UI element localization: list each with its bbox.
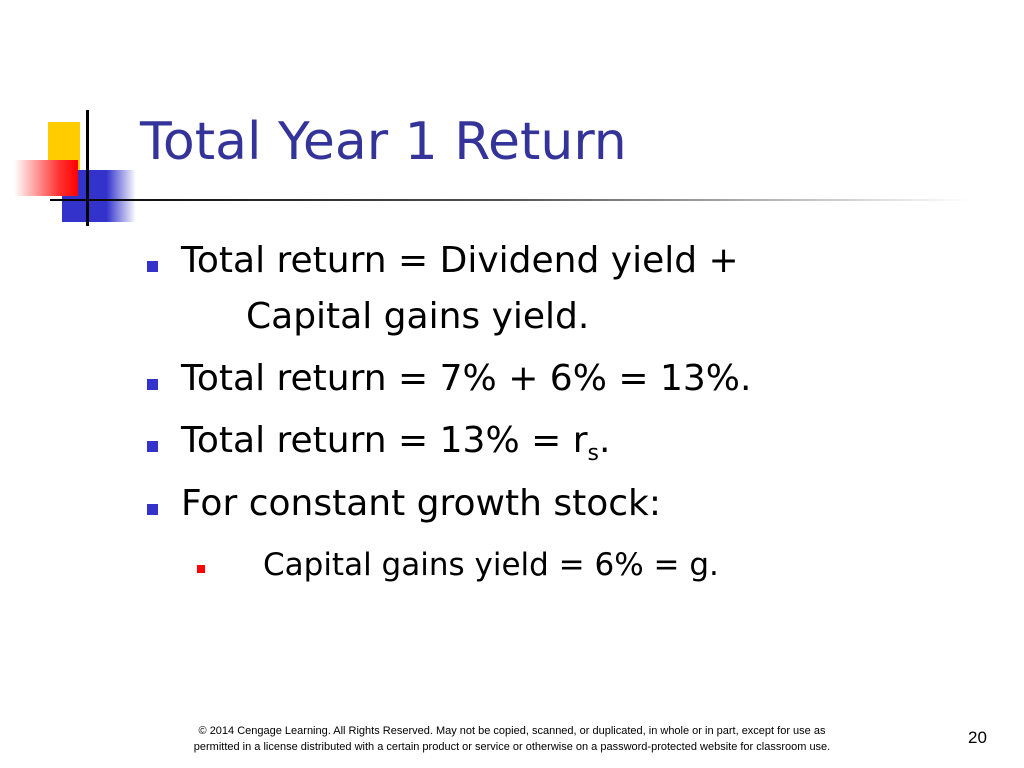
- bullet-marker: [147, 261, 158, 272]
- title-decoration: [14, 110, 970, 226]
- subscript: s: [587, 441, 599, 466]
- bullet-text: .: [598, 420, 611, 461]
- sub-bullet-marker: [197, 565, 205, 573]
- sub-bullet-text: Capital gains yield = 6% = g.: [263, 547, 719, 583]
- footer: permitted in a license distributed with …: [193, 741, 831, 753]
- bullet-marker: [147, 441, 158, 452]
- slide-title: Total Year 1 Return: [140, 112, 627, 172]
- page-number: 20: [968, 728, 987, 747]
- bullet-text: For constant growth stock:: [181, 483, 662, 524]
- bullet-text: Capital gains yield.: [246, 296, 590, 337]
- bullet-text: Total return = Dividend yield +: [181, 240, 739, 281]
- bullet-text: Total return = 13% = rs.: [181, 420, 610, 466]
- bullet-marker: [147, 504, 158, 515]
- bullet-marker: [147, 379, 158, 390]
- bullet-text: Total return = 7% + 6% = 13%.: [181, 358, 752, 399]
- bullet-text: Total return = 13% = r: [181, 420, 588, 461]
- footer: © 2014 Cengage Learning. All Rights Rese…: [198, 725, 826, 737]
